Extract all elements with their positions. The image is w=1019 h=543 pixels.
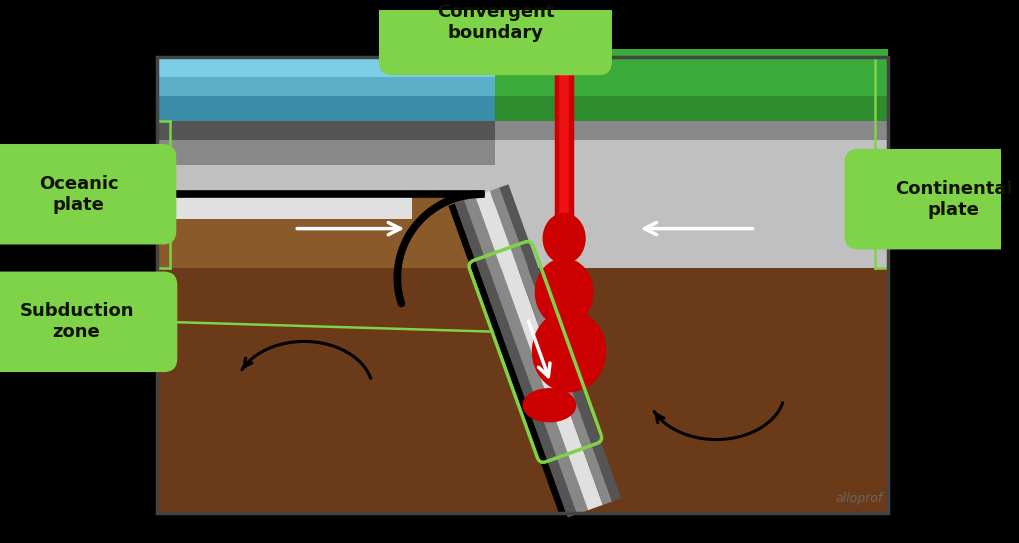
Polygon shape <box>464 196 588 514</box>
Ellipse shape <box>534 258 593 327</box>
FancyBboxPatch shape <box>845 150 1019 249</box>
Polygon shape <box>157 77 495 96</box>
Polygon shape <box>157 140 495 165</box>
Polygon shape <box>157 121 495 140</box>
Polygon shape <box>157 57 495 77</box>
Text: Subduction
zone: Subduction zone <box>19 302 133 341</box>
Ellipse shape <box>522 388 576 422</box>
Polygon shape <box>498 184 621 502</box>
Polygon shape <box>157 165 495 194</box>
Polygon shape <box>157 268 888 513</box>
Polygon shape <box>454 200 577 517</box>
Polygon shape <box>448 204 568 520</box>
Polygon shape <box>495 57 888 96</box>
Polygon shape <box>412 194 495 268</box>
Text: alloprof: alloprof <box>835 493 882 506</box>
Polygon shape <box>495 57 888 121</box>
Polygon shape <box>495 121 888 140</box>
Polygon shape <box>157 96 495 121</box>
Polygon shape <box>157 219 888 268</box>
FancyBboxPatch shape <box>0 145 175 244</box>
Polygon shape <box>157 194 495 219</box>
Text: Convergent
boundary: Convergent boundary <box>436 3 553 42</box>
Polygon shape <box>489 188 611 505</box>
Ellipse shape <box>531 310 605 393</box>
FancyBboxPatch shape <box>379 0 610 74</box>
Polygon shape <box>444 16 546 57</box>
Polygon shape <box>495 140 888 268</box>
Polygon shape <box>495 49 888 57</box>
Ellipse shape <box>542 213 585 264</box>
Polygon shape <box>475 191 602 510</box>
Text: Continental
plate: Continental plate <box>894 180 1012 219</box>
Bar <box>157 57 888 513</box>
FancyBboxPatch shape <box>0 272 176 371</box>
Text: Oceanic
plate: Oceanic plate <box>39 175 118 213</box>
